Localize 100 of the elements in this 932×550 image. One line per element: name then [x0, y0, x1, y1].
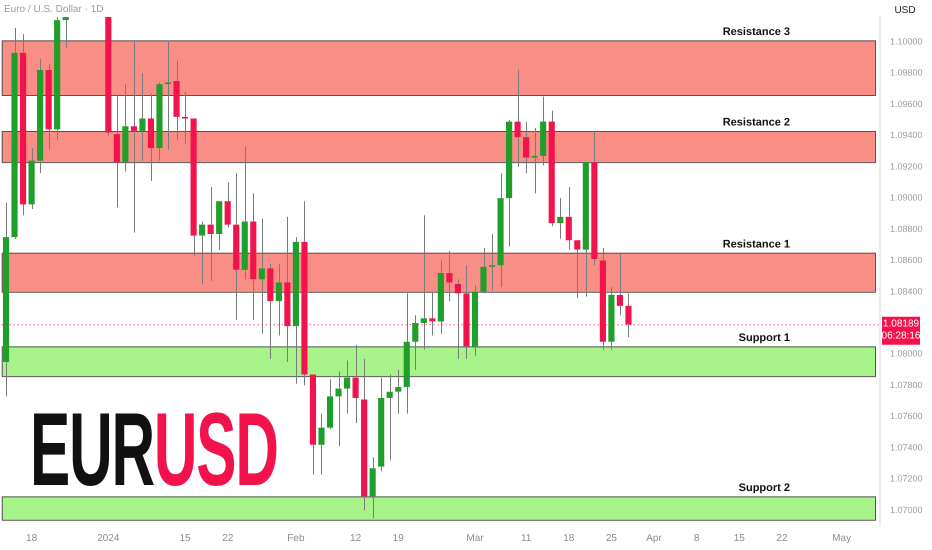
candlestick: [224, 182, 231, 228]
candlestick: [616, 252, 623, 316]
candlestick: [130, 41, 137, 233]
candlestick: [472, 285, 478, 356]
candlestick: [480, 248, 487, 294]
x-tick-label: 15: [180, 532, 192, 544]
candlestick: [284, 216, 290, 363]
candlestick: [557, 198, 564, 240]
band-label: Resistance 2: [722, 116, 790, 128]
x-tick-label: 22: [776, 532, 788, 544]
candlestick: [20, 34, 26, 216]
candlestick: [566, 186, 572, 250]
candlestick: [488, 234, 496, 291]
chart-subtitle: Euro / U.S. Dollar · 1D: [4, 4, 104, 15]
x-tick-label: 15: [734, 532, 746, 544]
band-label: Support 1: [738, 332, 790, 344]
candlestick: [156, 82, 163, 162]
candlestick: [574, 240, 580, 299]
candlestick: [105, 16, 112, 136]
candlestick: [591, 130, 598, 266]
x-tick-label: 25: [606, 532, 618, 544]
y-tick-label: 1.07400: [890, 442, 923, 452]
candlestick: [548, 110, 555, 227]
y-axis-title: USD: [894, 4, 916, 16]
band-label: Support 2: [738, 482, 790, 494]
x-tick-label: 11: [520, 532, 532, 544]
x-tick-label: 12: [350, 532, 362, 544]
candlestick: [301, 200, 308, 386]
candlestick: [310, 374, 316, 475]
candlestick: [523, 121, 530, 174]
x-tick-label: 19: [392, 532, 404, 544]
candlestick: [344, 360, 350, 414]
candlestick: [532, 127, 538, 194]
y-tick-label: 1.09000: [890, 192, 923, 203]
candlestick: [190, 118, 197, 256]
candlestick: [292, 236, 299, 384]
candlestick: [122, 84, 128, 172]
candlestick: [540, 96, 546, 166]
candlestick: [242, 146, 248, 280]
y-tick-label: 1.08000: [890, 348, 923, 359]
y-tick-label: 1.09600: [890, 98, 923, 109]
x-tick-label: 18: [563, 532, 575, 544]
candlestick: [37, 58, 44, 174]
y-tick-label: 1.08600: [890, 255, 923, 266]
candlestick: [352, 344, 359, 424]
y-tick-label: 1.10000: [890, 36, 923, 46]
y-tick-label: 1.07600: [890, 411, 923, 422]
candlestick: [420, 214, 427, 350]
x-tick-label: 8: [694, 532, 700, 544]
candlestick: [139, 72, 146, 162]
candlestick: [46, 63, 52, 150]
candlestick: [361, 358, 368, 511]
x-tick-label: 22: [222, 532, 234, 544]
y-tick-label: 1.07200: [890, 474, 923, 484]
x-tick-label: 18: [26, 532, 38, 544]
candlestick: [326, 378, 334, 430]
text: EURUSD: [30, 392, 278, 508]
band-label: Resistance 3: [722, 26, 790, 38]
candlestick: [258, 218, 265, 334]
candlestick: [446, 250, 452, 302]
ref-line-label: 1.08189: [882, 318, 920, 330]
candlestick: [114, 94, 120, 208]
candlestick: [173, 60, 180, 141]
candlestick: [54, 16, 60, 141]
candlestick: [370, 456, 376, 519]
candlestick: [233, 172, 240, 320]
candlestick: [412, 314, 418, 370]
y-tick-label: 1.09400: [890, 130, 923, 140]
candlestick: [582, 162, 589, 297]
candlestick: [216, 201, 222, 250]
candlestick: [497, 172, 504, 288]
candlestick: [318, 413, 325, 475]
candlestick: [506, 120, 512, 247]
candlestick: [182, 91, 188, 144]
candlestick: [208, 186, 214, 282]
y-tick-label: 1.07000: [890, 504, 923, 515]
candlestick: [276, 263, 282, 336]
candlestick: [395, 369, 402, 414]
candlestick: [386, 374, 393, 461]
x-tick-label: Feb: [287, 532, 305, 544]
y-tick-label: 1.09200: [890, 161, 923, 172]
y-tick-label: 1.07800: [890, 380, 923, 390]
candlestick: [199, 221, 206, 284]
y-tick-label: 1.09800: [890, 68, 923, 78]
x-tick-label: 2024: [97, 532, 120, 544]
candlestick: [11, 27, 18, 240]
band-label: Resistance 1: [722, 238, 790, 250]
candlestick: [28, 148, 35, 210]
candlestick: [2, 202, 10, 397]
y-tick-label: 1.08800: [890, 224, 923, 234]
candlestick: [148, 92, 154, 182]
candlestick: [62, 16, 69, 49]
candlestick: [250, 192, 256, 320]
y-tick-label: 1.08400: [890, 286, 923, 296]
candlestick: [438, 260, 444, 334]
x-tick-label: Mar: [466, 532, 484, 544]
x-tick-label: May: [832, 532, 852, 544]
candlestick: [608, 286, 614, 350]
x-tick-label: Apr: [646, 532, 662, 544]
candlestick: [514, 70, 521, 168]
